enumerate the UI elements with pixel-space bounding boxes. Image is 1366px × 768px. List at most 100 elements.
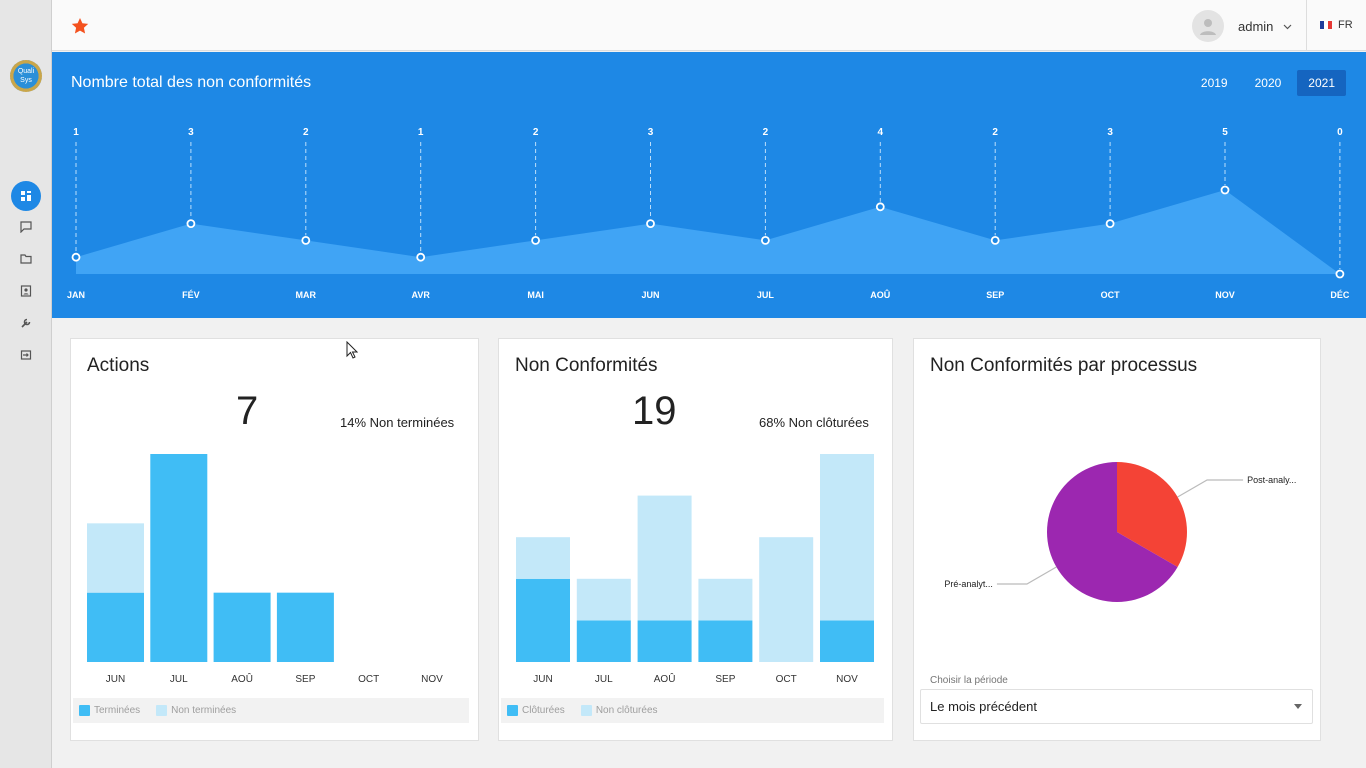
- legend-swatch: [156, 705, 168, 716]
- data-point: [416, 252, 426, 262]
- data-point: [646, 219, 655, 229]
- nc-card: JUN JUL AOÛ SEP OCT NOV Non Conformités 19 68…: [498, 338, 893, 741]
- legend-label: Clôturées: [522, 705, 565, 716]
- data-label: 3: [188, 127, 194, 138]
- x-tick-label: NOV: [421, 674, 443, 685]
- user-icon: [1200, 19, 1216, 35]
- pie-slice: [1047, 462, 1178, 602]
- legend-swatch: [580, 705, 592, 716]
- avatar[interactable]: [1192, 10, 1224, 42]
- bar-segment: [698, 620, 753, 662]
- bar-segment: [637, 495, 692, 621]
- x-tick-label: SEP: [295, 674, 315, 685]
- actions-total: 7: [236, 389, 259, 433]
- x-tick-label: JUL: [757, 290, 775, 300]
- language-selector[interactable]: FR: [1320, 19, 1353, 31]
- sidebar-item-dashboard[interactable]: [11, 181, 41, 211]
- user-menu[interactable]: admin: [1192, 10, 1292, 42]
- year-2019-button[interactable]: 2019: [1200, 76, 1228, 90]
- data-label: 2: [992, 127, 998, 138]
- area-fill: [76, 190, 1340, 274]
- data-label: 2: [763, 127, 769, 138]
- legend-item-non-terminees[interactable]: Non terminées: [156, 705, 236, 716]
- dashboard-icon: [21, 191, 31, 201]
- nc-title: Non Conformités: [515, 355, 658, 376]
- bar-segment: [576, 620, 631, 662]
- data-point: [1335, 269, 1345, 279]
- data-label: 2: [303, 127, 309, 138]
- chevron-down-icon[interactable]: [1283, 22, 1292, 31]
- actions-percent: 14% Non terminées: [340, 415, 455, 430]
- x-tick-label: JUL: [170, 674, 188, 685]
- french-flag-icon: [1320, 21, 1332, 29]
- legend-label: Non terminées: [171, 705, 237, 716]
- dropdown-arrow-icon: [1294, 704, 1302, 709]
- x-tick-label: MAR: [296, 290, 317, 300]
- sidebar-item-contacts[interactable]: [11, 276, 41, 306]
- bar-segment: [820, 620, 874, 662]
- data-point: [531, 235, 541, 245]
- data-point: [1105, 219, 1115, 229]
- language-code: FR: [1338, 19, 1353, 31]
- year-2020-button[interactable]: 2020: [1254, 76, 1282, 90]
- legend-item-terminees[interactable]: Terminées: [79, 705, 140, 716]
- x-tick-label: OCT: [776, 674, 797, 685]
- actions-bar-chart: JUN JUL AOÛ SEP OCT NOV: [87, 454, 443, 685]
- bar-segment: [213, 592, 271, 662]
- top-bar: admin FR: [52, 0, 1366, 51]
- logo-text-bottom: Sys: [20, 77, 32, 84]
- legend-swatch: [507, 705, 518, 716]
- bar-segment: [87, 523, 144, 593]
- nc-bar-chart: JUN JUL AOÛ SEP OCT NOV: [516, 454, 874, 685]
- process-title: Non Conformités par processus: [930, 355, 1198, 376]
- sidebar-item-documents[interactable]: [11, 244, 41, 274]
- bar-segment: [759, 537, 814, 662]
- x-tick-label: AOÛ: [654, 672, 676, 685]
- data-label: 1: [418, 127, 424, 138]
- bar-segment: [516, 537, 570, 579]
- bar-segment: [516, 578, 570, 662]
- process-pie-chart: Post-analy... Pré-analyt...: [944, 462, 1296, 602]
- x-tick-label: DÉC: [1330, 290, 1350, 300]
- pie-leader-line: [996, 566, 1057, 585]
- star-icon[interactable]: [70, 16, 90, 36]
- qualisys-logo[interactable]: Quali Sys: [10, 60, 42, 92]
- legend-item-non-cloturees[interactable]: Non clôturées: [580, 705, 658, 716]
- legend-label: Non clôturées: [595, 705, 658, 716]
- data-label: 4: [878, 127, 884, 138]
- year-selector: 2019 2020 2021: [1185, 70, 1346, 96]
- x-tick-label: JUN: [641, 290, 659, 300]
- process-card: Post-analy... Pré-analyt... Non Conformit…: [913, 338, 1321, 741]
- nc-total-banner: 1 JAN 3 FÉV 2 MAR 1 AVR 2 MAI 3 JUN 2 JUL 4 AOÛ 2 SEP 3 OCT…: [52, 52, 1366, 318]
- bar-segment: [87, 592, 144, 662]
- x-tick-label: JAN: [67, 290, 85, 300]
- bar-segment: [698, 578, 753, 621]
- x-tick-label: AOÛ: [231, 672, 253, 685]
- nc-percent: 68% Non clôturées: [759, 415, 869, 430]
- legend-item-cloturees[interactable]: Clôturées: [507, 705, 565, 716]
- legend-swatch: [79, 705, 90, 716]
- nc-legend: Clôturées Non clôturées: [501, 698, 884, 723]
- logo-text-top: Quali: [17, 68, 35, 75]
- x-tick-label: OCT: [1101, 290, 1121, 300]
- sidebar: Quali Sys: [0, 0, 52, 768]
- x-tick-label: AOÛ: [870, 289, 890, 300]
- sidebar-item-comments[interactable]: [11, 212, 41, 242]
- sidebar-item-logout[interactable]: [11, 340, 41, 370]
- x-tick-label: AVR: [412, 290, 431, 300]
- x-tick-label: SEP: [986, 290, 1004, 300]
- x-tick-label: FÉV: [182, 290, 200, 300]
- nc-total: 19: [632, 389, 677, 433]
- year-2021-button[interactable]: 2021: [1297, 70, 1346, 96]
- x-tick-label: NOV: [836, 674, 858, 685]
- x-tick-label: JUN: [106, 674, 125, 685]
- data-point: [71, 252, 81, 262]
- period-select[interactable]: Le mois précédent: [920, 689, 1313, 724]
- sidebar-item-tools[interactable]: [11, 308, 41, 338]
- data-label: 3: [1107, 127, 1113, 138]
- data-point: [761, 235, 770, 245]
- nc-total-area-chart: 1 JAN 3 FÉV 2 MAR 1 AVR 2 MAI 3 JUN 2 JUL 4 AOÛ 2 SEP 3 OCT…: [67, 127, 1350, 300]
- folder-icon: [20, 254, 32, 264]
- x-tick-label: JUN: [533, 674, 552, 685]
- pie-slice-label: Post-analy...: [1247, 475, 1296, 485]
